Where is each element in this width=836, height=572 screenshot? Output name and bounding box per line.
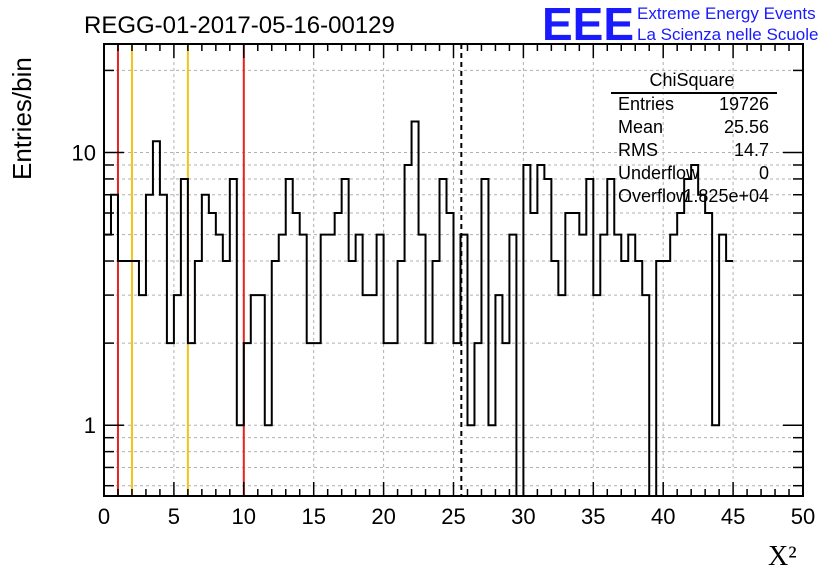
x-tick-label: 35: [581, 504, 605, 529]
y-tick-label: 10: [72, 141, 96, 166]
tick-labels: 0 5 10 15 20 25 30 35 40 45 50 1 10: [72, 141, 816, 529]
x-tick-label: 40: [651, 504, 675, 529]
x-tick-label: 10: [232, 504, 256, 529]
stats-box: ChiSquare Entries 19726 Mean 25.56 RMS 14.7 Un…: [611, 70, 777, 206]
x-tick-label: 15: [301, 504, 325, 529]
x-tick-label: 25: [441, 504, 465, 529]
x-tick-label: 50: [791, 504, 815, 529]
eee-logo: EEE: [542, 0, 634, 50]
x-tick-label: 45: [721, 504, 745, 529]
chart-title: REGG-01-2017-05-16-00129: [84, 12, 395, 39]
stats-value: 0: [759, 163, 769, 183]
y-axis-title: Entries/bin: [7, 57, 37, 180]
x-tick-label: 5: [168, 504, 180, 529]
histogram-series: [104, 120, 734, 497]
stats-value: 14.7: [734, 140, 769, 160]
stats-value: 1.825e+04: [683, 186, 769, 206]
x-axis-title: X²: [768, 541, 797, 572]
x-tick-label: 20: [371, 504, 395, 529]
brand-line-2: La Scienza nelle Scuole: [637, 25, 818, 44]
stats-label: Underflow: [618, 163, 700, 183]
x-tick-label: 0: [98, 504, 110, 529]
stats-rows: Entries 19726 Mean 25.56 RMS 14.7 Underflow 0 Ov…: [618, 94, 769, 206]
tick-marks: [103, 44, 804, 496]
stats-label: Entries: [618, 94, 674, 114]
stats-value: 19726: [719, 94, 769, 114]
stats-label: RMS: [618, 140, 658, 160]
stats-box-title: ChiSquare: [649, 70, 734, 90]
x-tick-label: 30: [511, 504, 535, 529]
stats-label: Overflow: [618, 186, 690, 206]
stats-value: 25.56: [724, 117, 769, 137]
brand-line-1: Extreme Energy Events: [637, 4, 816, 23]
stats-label: Mean: [618, 117, 663, 137]
reference-lines: [116, 44, 463, 496]
y-tick-label: 1: [84, 413, 96, 438]
